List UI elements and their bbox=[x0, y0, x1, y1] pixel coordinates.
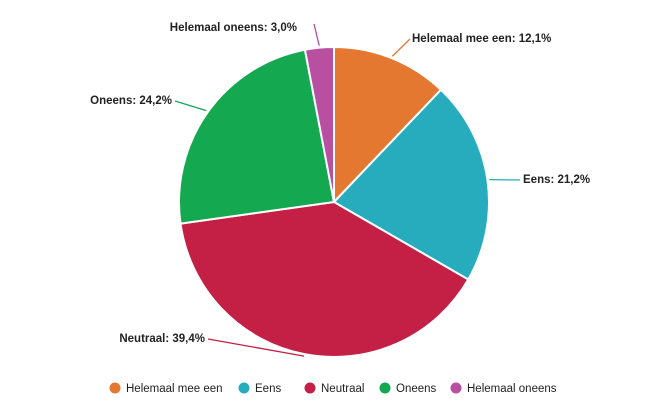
legend-label: Neutraal bbox=[321, 383, 364, 395]
data-label-5: Helemaal oneens: 3,0% bbox=[170, 22, 297, 34]
legend-marker bbox=[109, 382, 121, 394]
legend-item-2[interactable]: Eens bbox=[238, 382, 282, 396]
legend-marker bbox=[238, 382, 250, 394]
label-connectors bbox=[174, 23, 521, 357]
pie-slice-2 bbox=[332, 88, 490, 281]
legend-label: Helemaal oneens bbox=[467, 383, 557, 395]
data-label-1: Helemaal mee een: 12,1% bbox=[412, 33, 551, 45]
data-label-3: Neutraal: 39,4% bbox=[119, 333, 205, 345]
legend-item-1[interactable]: Helemaal mee een bbox=[109, 382, 223, 396]
legend-marker bbox=[304, 382, 316, 394]
legend: Helemaal mee een Eens Neutraal Oneens Helema… bbox=[109, 382, 557, 396]
data-label-2: Eens: 21,2% bbox=[523, 174, 590, 186]
legend-item-3[interactable]: Neutraal bbox=[304, 382, 365, 396]
legend-label: Helemaal mee een bbox=[126, 383, 223, 395]
pie-slices bbox=[178, 45, 490, 358]
label-connector-5 bbox=[313, 23, 320, 46]
legend-marker bbox=[450, 382, 462, 394]
pie-slice-3 bbox=[179, 200, 470, 358]
legend-label: Oneens bbox=[396, 383, 437, 395]
data-label-4: Oneens: 24,2% bbox=[90, 95, 172, 107]
label-connector-1 bbox=[391, 38, 411, 57]
legend-item-4[interactable]: Oneens bbox=[379, 382, 437, 396]
legend-marker bbox=[379, 382, 391, 394]
legend-label: Eens bbox=[255, 383, 281, 395]
pie-slice-4 bbox=[178, 48, 336, 225]
legend-item-5[interactable]: Helemaal oneens bbox=[450, 382, 557, 396]
pie-slice-5 bbox=[303, 45, 335, 203]
label-connector-3 bbox=[207, 338, 305, 357]
pie-slice-1 bbox=[333, 45, 443, 205]
data-labels: Helemaal mee een: 12,1% Eens: 21,2% Neutra… bbox=[90, 22, 590, 345]
label-connector-4 bbox=[174, 100, 207, 112]
